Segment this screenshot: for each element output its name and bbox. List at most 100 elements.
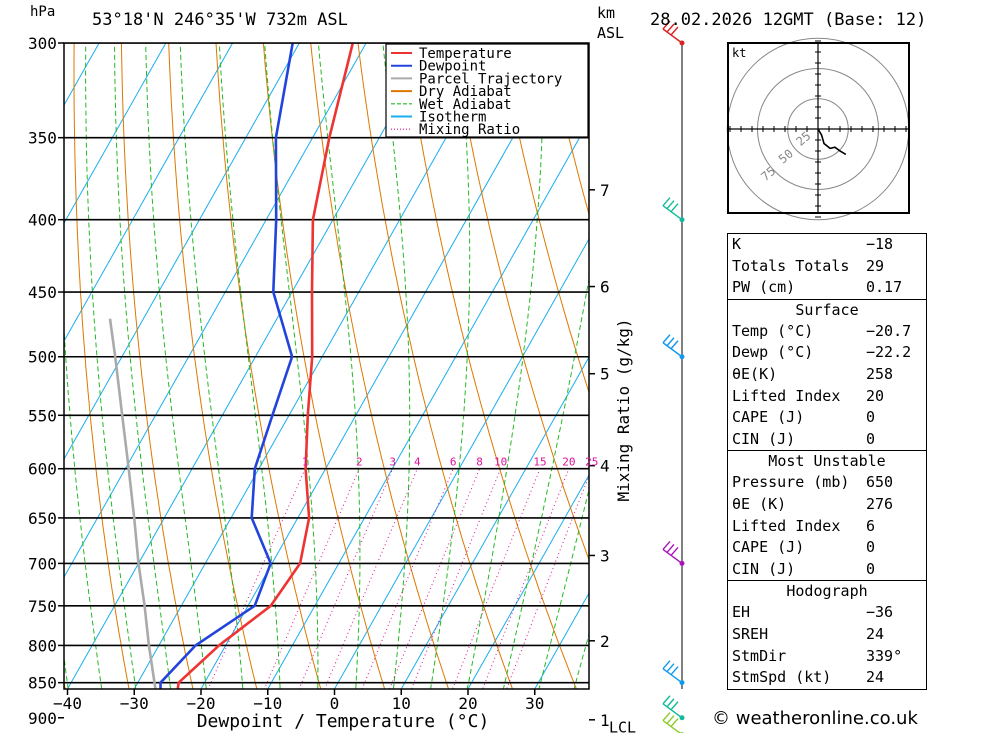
pressure-tick-label: 650 — [28, 509, 57, 528]
hodo-row-stmspd: StmSpd (kt) 24 — [732, 668, 885, 687]
mu-row-pressure: Pressure (mb) 650 — [732, 473, 894, 492]
km-tick-label: 7 — [600, 181, 610, 200]
pressure-tick-label: 750 — [28, 597, 57, 616]
isotherm-line — [64, 43, 234, 343]
mixing-ratio-label: 20 — [562, 456, 575, 469]
wind-barb-staff — [662, 720, 682, 733]
mixing-ratio-line — [506, 474, 589, 689]
wind-barb-flag — [670, 701, 679, 711]
surface-row-temp: Temp (°C) −20.7 — [732, 321, 912, 340]
mixing-ratio-label: 4 — [414, 456, 421, 469]
wind-barb — [662, 695, 685, 721]
isotherm-line — [66, 43, 434, 689]
isotherm-line — [64, 43, 167, 225]
wind-barb-dot — [679, 40, 685, 46]
parcel-trajectory-line — [108, 318, 157, 689]
index-row-totals: Totals Totals 29 — [732, 256, 885, 275]
hodo-row-eh: EH −36 — [732, 603, 894, 622]
dry-adiabat-line — [215, 43, 322, 689]
dry-adiabat-line — [73, 43, 130, 689]
wind-barb-flag — [666, 663, 675, 673]
isotherm-line — [333, 238, 589, 689]
surface-row-dewp: Dewp (°C) −22.2 — [732, 343, 912, 362]
dry-adiabat-line — [452, 43, 589, 562]
wind-barb-staff — [662, 342, 683, 358]
mixing-ratio-label: 3 — [389, 456, 396, 469]
x-tick-label: 10 — [392, 694, 411, 713]
wet-adiabat-line — [179, 43, 244, 689]
mixing-ratio-label: 8 — [476, 456, 483, 469]
legend-label-dry-adiabat: Dry Adiabat — [419, 84, 512, 100]
mixing-ratio-line — [410, 468, 502, 689]
wind-barb-flag — [662, 695, 671, 705]
indices-table: K −18 Totals Totals 29 PW (cm) 0.17 Surface… — [727, 233, 927, 690]
legend-label-parcel-trajectory: Parcel Trajectory — [419, 71, 562, 87]
dry-adiabat-line — [262, 43, 386, 689]
wet-adiabat-line — [382, 43, 411, 689]
legend-label-isotherm: Isotherm — [419, 110, 486, 126]
isotherm-line — [534, 592, 589, 689]
legend-label-temperature: Temperature — [419, 46, 512, 62]
dewpoint-line — [159, 43, 294, 689]
dry-adiabat-line — [168, 43, 258, 689]
section-title-most-unstable: Most Unstable — [728, 450, 926, 472]
hodo-row-sreh: SREH 24 — [732, 624, 885, 643]
x-tick-label: −40 — [53, 694, 82, 713]
pressure-tick-label: 850 — [28, 674, 57, 693]
isotherm-line — [133, 43, 501, 689]
wet-adiabat-line — [466, 43, 544, 689]
wind-barb-flag — [662, 334, 671, 344]
wet-adiabat-line — [502, 276, 589, 689]
mixing-ratio-label: 25 — [585, 456, 598, 469]
hodograph-trace — [817, 128, 847, 156]
pressure-tick-label: 400 — [28, 211, 57, 230]
wet-adiabat-line — [85, 43, 137, 689]
wind-barb-flag — [670, 340, 679, 350]
wet-adiabat-line — [218, 43, 281, 689]
wind-barb-flag — [662, 660, 671, 670]
legend-label-dewpoint: Dewpoint — [419, 59, 486, 75]
pressure-unit-label: hPa — [30, 4, 56, 20]
x-tick-label: −30 — [120, 694, 149, 713]
x-tick-label: −10 — [253, 694, 282, 713]
x-tick-label: 30 — [525, 694, 544, 713]
asl-unit-label: ASL — [597, 24, 625, 42]
mixing-ratio-label: 2 — [356, 456, 363, 469]
pressure-tick-label: 450 — [28, 283, 57, 302]
section-title-hodograph: Hodograph — [728, 580, 926, 602]
x-tick-label: 0 — [330, 694, 340, 713]
wind-barb-flag — [662, 20, 671, 30]
wind-barb — [662, 540, 685, 566]
pressure-tick-label: 300 — [28, 34, 57, 53]
wind-barb-flag — [666, 543, 675, 553]
mu-row-thetae: θE (K) 276 — [732, 494, 894, 513]
km-tick-label: 6 — [600, 278, 610, 297]
pressure-tick-label: 700 — [28, 554, 57, 573]
mixing-ratio-axis-label: Mixing Ratio (g/kg) — [614, 318, 633, 501]
km-tick-label: 5 — [600, 365, 610, 384]
legend-label-mixing-ratio: Mixing Ratio — [419, 122, 520, 138]
section-title-surface: Surface — [728, 298, 926, 321]
wet-adiabat-line — [0, 43, 10, 733]
wind-barb — [662, 712, 684, 733]
dry-adiabat-line — [120, 43, 194, 689]
wet-adiabat-line — [317, 43, 361, 689]
wind-barb-flag — [670, 26, 679, 36]
mixing-ratio-line — [451, 468, 541, 689]
wind-barb-staff — [662, 28, 683, 44]
isotherm-line — [467, 474, 589, 689]
mu-row-li: Lifted Index 6 — [732, 516, 876, 535]
pressure-tick-label: 500 — [28, 348, 57, 367]
surface-row-li: Lifted Index 20 — [732, 386, 885, 405]
km-tick-label: 4 — [600, 457, 610, 476]
km-tick-label: 3 — [600, 546, 610, 565]
km-tick-label: 1 — [600, 711, 610, 730]
surface-row-thetae: θE(K) 258 — [732, 364, 894, 383]
wet-adiabat-line — [145, 43, 207, 689]
copyright-text: © weatheronline.co.uk — [712, 708, 918, 729]
mixing-ratio-line — [482, 468, 570, 689]
mu-row-cin: CIN (J) 0 — [732, 559, 876, 578]
wind-barb-staff — [662, 205, 683, 221]
wind-barb-dot — [679, 560, 685, 566]
